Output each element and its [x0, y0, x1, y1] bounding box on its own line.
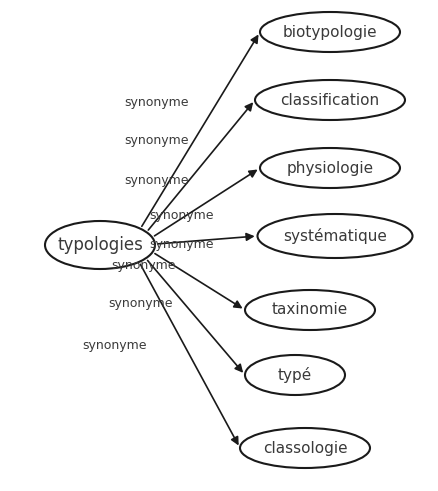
- Text: typé: typé: [278, 367, 312, 383]
- Text: biotypologie: biotypologie: [283, 25, 377, 39]
- Text: synonyme: synonyme: [111, 259, 176, 272]
- Text: synonyme: synonyme: [149, 238, 214, 250]
- Text: synonyme: synonyme: [149, 209, 214, 221]
- Text: typologies: typologies: [57, 236, 143, 254]
- Text: synonyme: synonyme: [124, 174, 189, 187]
- Text: taxinomie: taxinomie: [272, 302, 348, 318]
- Text: synonyme: synonyme: [124, 96, 188, 109]
- Text: synonyme: synonyme: [82, 339, 147, 352]
- Text: synonyme: synonyme: [124, 135, 188, 147]
- Text: classification: classification: [280, 92, 380, 108]
- Text: classologie: classologie: [263, 440, 347, 456]
- Text: synonyme: synonyme: [108, 298, 173, 310]
- Text: physiologie: physiologie: [286, 161, 374, 175]
- Text: systématique: systématique: [283, 228, 387, 244]
